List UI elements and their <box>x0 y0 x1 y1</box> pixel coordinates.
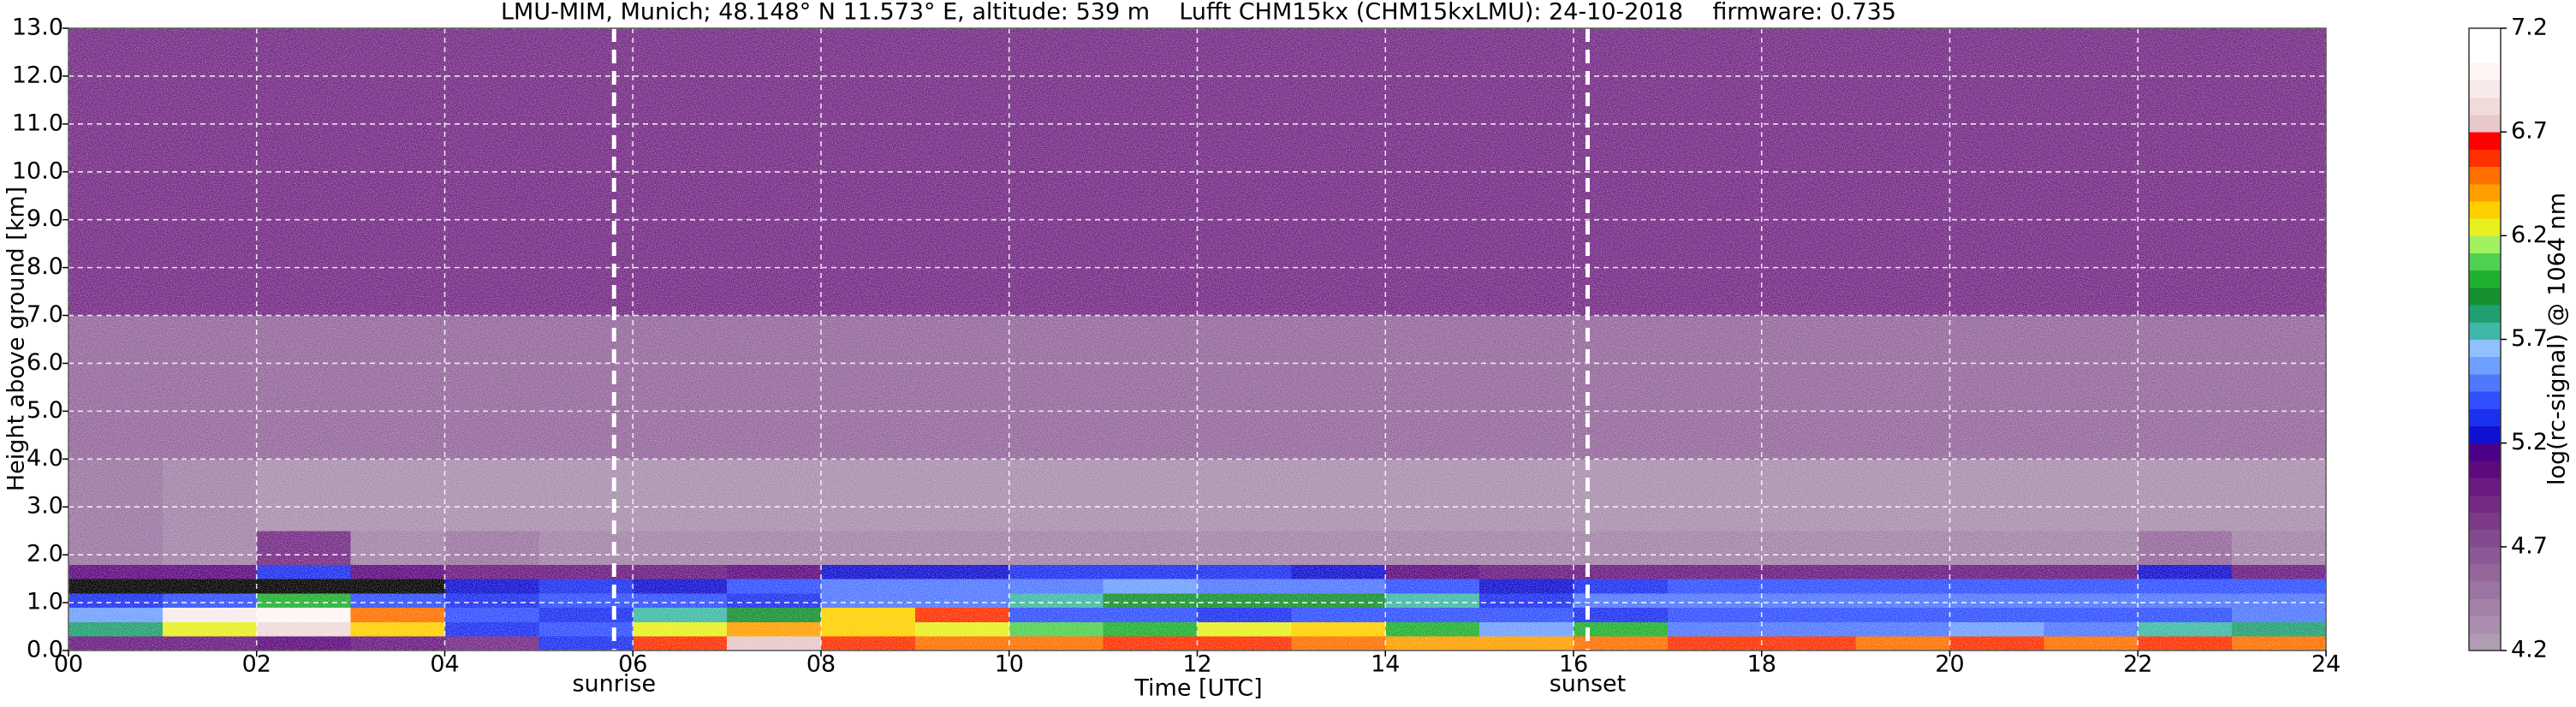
y-tick-label: 5.0 <box>27 397 63 424</box>
colorbar-segment <box>2469 356 2501 375</box>
colorbar-segment <box>2469 132 2501 150</box>
y-tick-label: 10.0 <box>12 157 63 184</box>
colorbar-segment <box>2469 373 2501 392</box>
colorbar <box>2469 28 2501 651</box>
colorbar-tick-label: 6.7 <box>2511 118 2548 145</box>
colorbar-segment <box>2469 443 2501 461</box>
colorbar-segment <box>2469 495 2501 513</box>
colorbar-segment <box>2469 114 2501 133</box>
colorbar-segment <box>2469 512 2501 531</box>
x-tick-label: 12 <box>1182 651 1211 678</box>
colorbar-segment <box>2469 80 2501 98</box>
y-tick-label: 8.0 <box>27 253 63 280</box>
y-tick-label: 12.0 <box>12 62 63 88</box>
x-tick-label: 02 <box>242 651 271 678</box>
x-tick-label: 00 <box>54 651 83 678</box>
colorbar-segment <box>2469 28 2501 46</box>
colorbar-segment <box>2469 546 2501 565</box>
colorbar-segment <box>2469 564 2501 582</box>
x-tick-label: 06 <box>618 651 647 678</box>
x-tick-label: 20 <box>1935 651 1964 678</box>
colorbar-segment <box>2469 305 2501 323</box>
colorbar-segment <box>2469 581 2501 599</box>
annotation-label: sunset <box>1550 671 1627 698</box>
y-tick-label: 0.0 <box>27 637 63 663</box>
x-tick-label: 22 <box>2123 651 2152 678</box>
colorbar-segment <box>2469 322 2501 340</box>
colorbar-segment <box>2469 478 2501 496</box>
colorbar-tick-label: 7.2 <box>2511 15 2548 41</box>
colorbar-segment <box>2469 62 2501 81</box>
chart-title: LMU-MIM, Munich; 48.148° N 11.573° E, al… <box>501 0 1896 26</box>
y-axis-label: Height above ground [km] <box>3 187 30 491</box>
colorbar-segment <box>2469 166 2501 185</box>
colorbar-segment <box>2469 218 2501 236</box>
colorbar-tick-label: 4.2 <box>2511 637 2548 663</box>
colorbar-segment <box>2469 598 2501 617</box>
colorbar-segment <box>2469 391 2501 409</box>
x-tick-label: 24 <box>2311 651 2341 678</box>
y-tick-label: 3.0 <box>27 493 63 520</box>
y-tick-label: 11.0 <box>12 110 63 136</box>
colorbar-segment <box>2469 529 2501 548</box>
colorbar-segment <box>2469 270 2501 288</box>
x-tick-label: 14 <box>1371 651 1400 678</box>
colorbar-tick-label: 6.2 <box>2511 222 2548 248</box>
y-tick-label: 2.0 <box>27 541 63 567</box>
colorbar-tick-label: 4.7 <box>2511 532 2548 559</box>
colorbar-segment <box>2469 408 2501 426</box>
colorbar-label: log(rc-signal) @ 1064 nm <box>2544 193 2571 485</box>
colorbar-segment <box>2469 287 2501 306</box>
x-tick-label: 08 <box>806 651 836 678</box>
x-tick-label: 10 <box>995 651 1024 678</box>
y-tick-label: 9.0 <box>27 205 63 232</box>
colorbar-segment <box>2469 339 2501 358</box>
x-tick-label: 04 <box>430 651 459 678</box>
colorbar-segment <box>2469 97 2501 116</box>
colorbar-segment <box>2469 633 2501 651</box>
colorbar-segment <box>2469 615 2501 634</box>
colorbar-segment <box>2469 183 2501 202</box>
colorbar-tick-label: 5.2 <box>2511 429 2548 455</box>
x-tick-label: 18 <box>1747 651 1776 678</box>
colorbar-tick-label: 5.7 <box>2511 325 2548 352</box>
y-tick-label: 1.0 <box>27 589 63 615</box>
x-axis-label: Time [UTC] <box>1133 675 1262 702</box>
y-tick-label: 7.0 <box>27 301 63 328</box>
annotation-label: sunrise <box>572 671 656 698</box>
y-tick-label: 6.0 <box>27 349 63 376</box>
colorbar-segment <box>2469 253 2501 271</box>
y-tick-label: 4.0 <box>27 445 63 472</box>
colorbar-segment <box>2469 425 2501 444</box>
colorbar-segment <box>2469 149 2501 168</box>
colorbar-segment <box>2469 460 2501 478</box>
colorbar-segment <box>2469 45 2501 63</box>
y-tick-label: 13.0 <box>12 15 63 41</box>
colorbar-segment <box>2469 235 2501 254</box>
colorbar-segment <box>2469 200 2501 219</box>
x-tick-label: 16 <box>1559 651 1588 678</box>
